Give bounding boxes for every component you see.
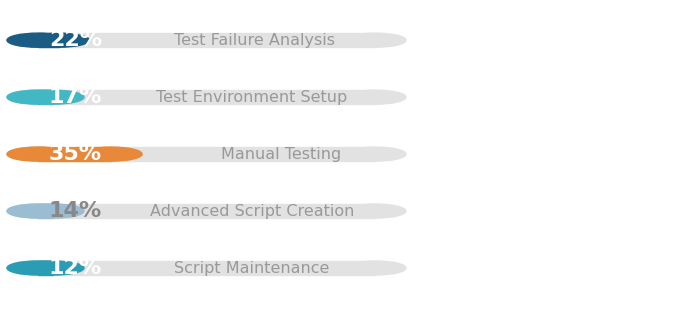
- Ellipse shape: [344, 147, 406, 161]
- Text: 35%: 35%: [49, 144, 102, 164]
- Bar: [38, 261, 375, 275]
- Ellipse shape: [7, 204, 69, 218]
- Bar: [38, 147, 111, 161]
- Text: 17%: 17%: [49, 87, 102, 107]
- Ellipse shape: [344, 204, 406, 218]
- Ellipse shape: [22, 90, 84, 104]
- Ellipse shape: [80, 147, 142, 161]
- Text: Test Failure Analysis: Test Failure Analysis: [174, 33, 335, 48]
- Ellipse shape: [344, 261, 406, 275]
- Bar: [38, 147, 375, 161]
- Ellipse shape: [344, 33, 406, 47]
- Ellipse shape: [22, 261, 84, 275]
- Ellipse shape: [7, 147, 69, 161]
- Text: 22%: 22%: [49, 30, 102, 50]
- Ellipse shape: [28, 33, 90, 47]
- Ellipse shape: [7, 261, 69, 275]
- Bar: [38, 204, 375, 218]
- Bar: [38, 33, 375, 47]
- Ellipse shape: [344, 90, 406, 104]
- Bar: [38, 261, 53, 275]
- Text: Advanced Script Creation: Advanced Script Creation: [150, 204, 354, 218]
- Ellipse shape: [22, 204, 84, 218]
- Ellipse shape: [7, 204, 69, 218]
- Bar: [38, 33, 59, 47]
- Text: 14%: 14%: [49, 201, 102, 221]
- Bar: [38, 204, 53, 218]
- Text: Manual Testing: Manual Testing: [221, 147, 341, 161]
- Ellipse shape: [7, 90, 69, 104]
- Ellipse shape: [7, 33, 69, 47]
- Text: Test Environment Setup: Test Environment Setup: [156, 90, 348, 105]
- Ellipse shape: [7, 90, 69, 104]
- Bar: [38, 90, 53, 104]
- Ellipse shape: [7, 33, 69, 47]
- Bar: [38, 90, 375, 104]
- Ellipse shape: [7, 261, 69, 275]
- Text: Script Maintenance: Script Maintenance: [174, 261, 330, 275]
- Ellipse shape: [7, 147, 69, 161]
- Text: 12%: 12%: [49, 258, 102, 278]
